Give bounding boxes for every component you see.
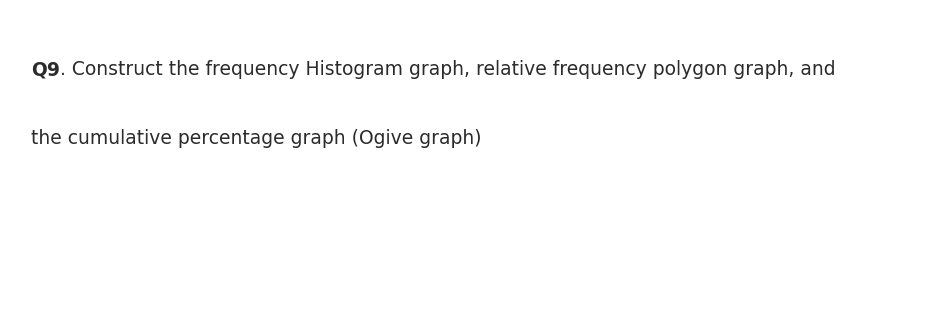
Text: the cumulative percentage graph (Ogive graph): the cumulative percentage graph (Ogive g… xyxy=(31,129,481,149)
Text: Q9: Q9 xyxy=(31,60,60,80)
Text: . Construct the frequency Histogram graph, relative frequency polygon graph, and: . Construct the frequency Histogram grap… xyxy=(60,60,835,80)
